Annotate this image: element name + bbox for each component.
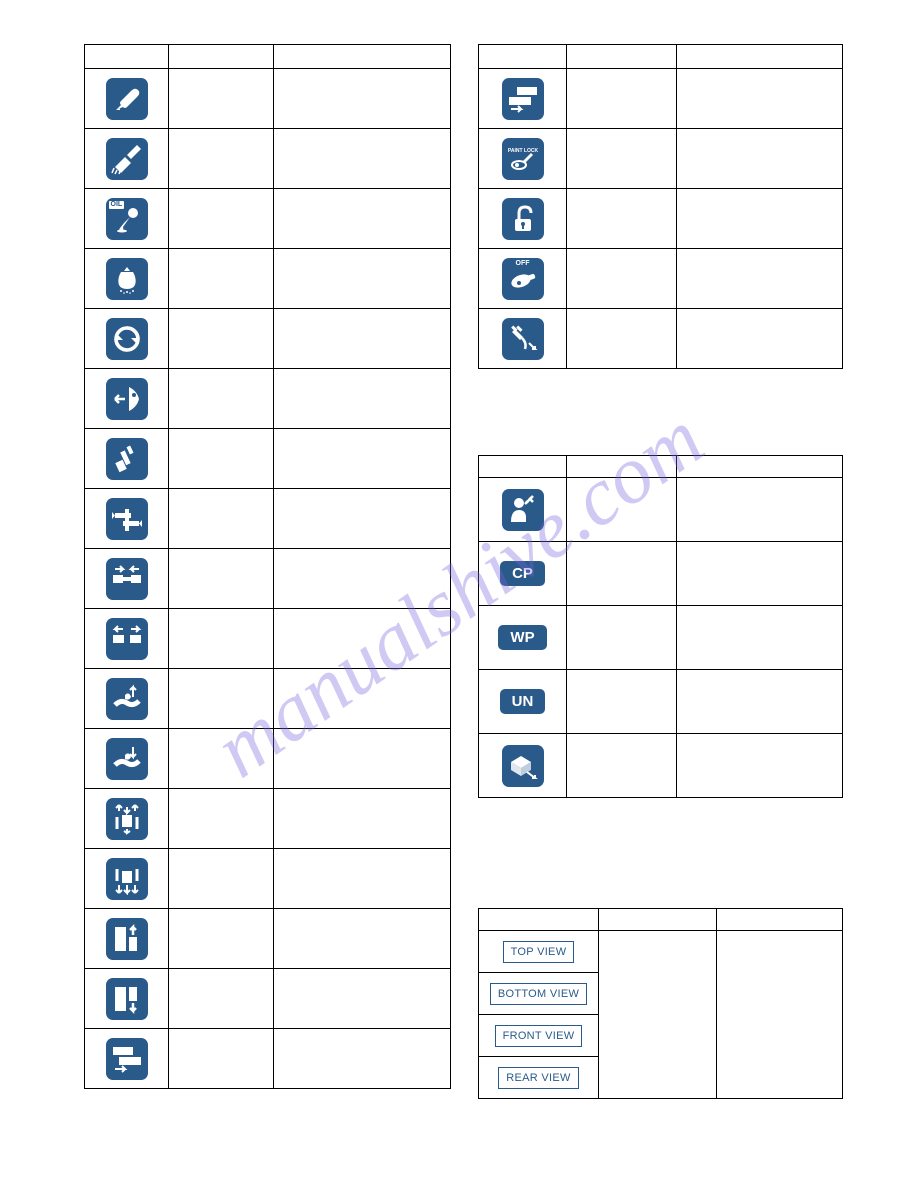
top-view-label: TOP VIEW xyxy=(503,941,575,963)
unlock-icon xyxy=(502,198,544,240)
oil-label: OIL xyxy=(109,201,125,209)
push-connector-icon xyxy=(106,798,148,840)
direction-icon xyxy=(106,498,148,540)
unplug-icon xyxy=(502,318,544,360)
brush-icon xyxy=(106,138,148,180)
paint-lock-icon: PAINT LOCK xyxy=(502,138,544,180)
cp-badge: CP xyxy=(500,561,545,586)
tie-down-icon xyxy=(106,738,148,780)
off-label: OFF xyxy=(502,260,544,267)
pull-connector-icon xyxy=(106,858,148,900)
apply-tool-icon xyxy=(106,438,148,480)
cycle-icon xyxy=(106,318,148,360)
oil-icon: OIL xyxy=(106,198,148,240)
connect-icon xyxy=(106,558,148,600)
insert-down-icon xyxy=(106,978,148,1020)
vacuum-icon xyxy=(106,78,148,120)
un-badge: UN xyxy=(500,689,546,714)
powder-icon xyxy=(106,258,148,300)
switch-off-icon: OFF xyxy=(502,258,544,300)
disconnect-icon xyxy=(106,618,148,660)
assembly-icon xyxy=(502,745,544,787)
symbols-table-left: OIL xyxy=(84,44,451,1089)
front-view-label: FRONT VIEW xyxy=(495,1025,583,1047)
tie-up-icon xyxy=(106,678,148,720)
remove-left-icon xyxy=(106,378,148,420)
rear-view-label: REAR VIEW xyxy=(498,1067,578,1089)
views-table: TOP VIEW BOTTOM VIEW FRONT VIEW REAR VIE… xyxy=(478,908,843,1099)
svg-text:PAINT LOCK: PAINT LOCK xyxy=(507,148,538,154)
technician-icon xyxy=(502,489,544,531)
symbols-table-right-1: PAINT LOCK OFF xyxy=(478,44,843,369)
symbols-table-right-2: CP WP UN xyxy=(478,455,843,798)
wp-badge: WP xyxy=(498,625,546,650)
slide-right-icon xyxy=(106,1038,148,1080)
insert-up-icon xyxy=(106,918,148,960)
slide-left-icon xyxy=(502,78,544,120)
bottom-view-label: BOTTOM VIEW xyxy=(490,983,587,1005)
